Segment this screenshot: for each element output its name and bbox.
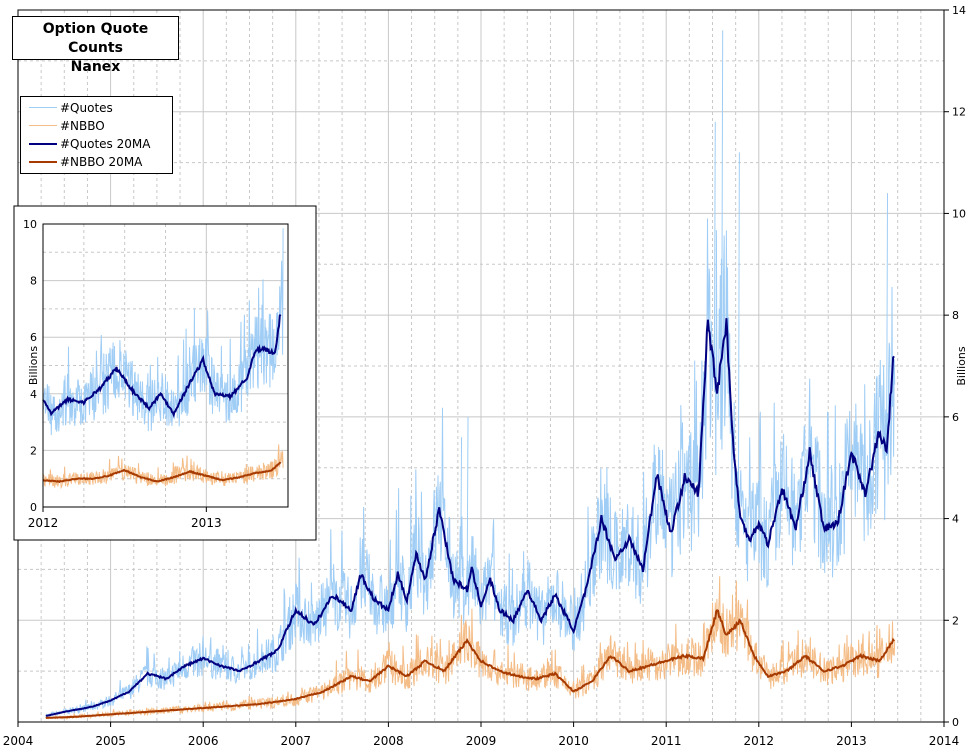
legend-label: #Quotes (60, 100, 113, 115)
inset-y-tick-label: 4 (30, 388, 37, 401)
inset-y-axis-label: Billions (27, 346, 40, 385)
x-tick-label: 2007 (281, 734, 312, 748)
y-tick-label: 8 (952, 309, 959, 322)
chart-title-box: Option Quote Counts Nanex (12, 16, 179, 75)
y-tick-label: 10 (952, 207, 966, 220)
legend-label: #NBBO (60, 118, 105, 133)
inset-series-nbbo-20ma-line (42, 461, 282, 484)
inset-y-tick-label: 0 (30, 501, 37, 514)
legend-item-nbbo-20ma: #NBBO 20MA (29, 153, 142, 170)
series-quotes-line (45, 218, 896, 718)
series-quotes-spike (466, 416, 469, 590)
inset-chart: 0 2 4 6 8 10 2012 2013 Billions (13, 205, 317, 541)
inset-plot-frame (42, 223, 289, 508)
legend-label: #NBBO 20MA (60, 154, 143, 169)
series-quotes-spike (886, 193, 889, 453)
legend-item-nbbo: #NBBO (29, 117, 105, 134)
legend-swatch (29, 160, 57, 163)
inset-y-tick-label: 8 (30, 275, 37, 288)
inset-x-tick-label: 2013 (191, 516, 222, 530)
series-quotes-spike (460, 437, 463, 586)
inset-y-tick-label: 10 (23, 218, 37, 231)
x-tick-label: 2009 (466, 734, 497, 748)
series-nbbo-line (45, 576, 896, 720)
y-tick-label: 2 (952, 614, 959, 627)
legend-label: #Quotes 20MA (60, 136, 151, 151)
series-nbbo-20ma-line (45, 608, 895, 719)
legend-swatch (29, 142, 57, 145)
y-tick-label: 6 (952, 411, 959, 424)
legend-item-quotes-20ma: #Quotes 20MA (29, 135, 150, 152)
inset-series-quotes-20ma-line (42, 313, 282, 419)
x-tick-label: 2005 (95, 734, 126, 748)
legend: #Quotes #NBBO #Quotes 20MA #NBBO 20MA (20, 96, 173, 174)
chart-subtitle: Nanex (70, 59, 121, 75)
x-tick-label: 2004 (3, 734, 34, 748)
series-quotes-spike (713, 121, 716, 371)
chart-title: Option Quote Counts (42, 21, 149, 56)
y-tick-label: 14 (952, 4, 966, 17)
main-series-layer (45, 30, 896, 720)
inset-y-tick-label: 2 (30, 444, 37, 457)
legend-swatch (29, 125, 57, 126)
y-tick-label: 12 (952, 106, 966, 119)
x-tick-label: 2011 (651, 734, 682, 748)
series-quotes-spike (737, 152, 740, 500)
y-axis-label: Billions (955, 346, 968, 385)
series-quotes-spike (721, 30, 724, 356)
legend-swatch (29, 107, 57, 108)
y-tick-label: 4 (952, 513, 959, 526)
x-tick-label: 2010 (558, 734, 589, 748)
y-tick-label: 0 (952, 716, 959, 729)
x-tick-label: 2006 (188, 734, 219, 748)
legend-item-quotes: #Quotes (29, 99, 113, 116)
inset-x-tick-label: 2012 (28, 516, 59, 530)
inset-y-tick-label: 6 (30, 331, 37, 344)
x-tick-label: 2014 (929, 734, 960, 748)
x-tick-label: 2008 (373, 734, 404, 748)
main-axes: 2004 2005 2006 2007 2008 2009 2010 2011 2012 2013… (3, 4, 968, 748)
series-quotes-20ma-line (45, 318, 895, 717)
x-tick-label: 2012 (744, 734, 775, 748)
x-tick-label: 2013 (836, 734, 867, 748)
